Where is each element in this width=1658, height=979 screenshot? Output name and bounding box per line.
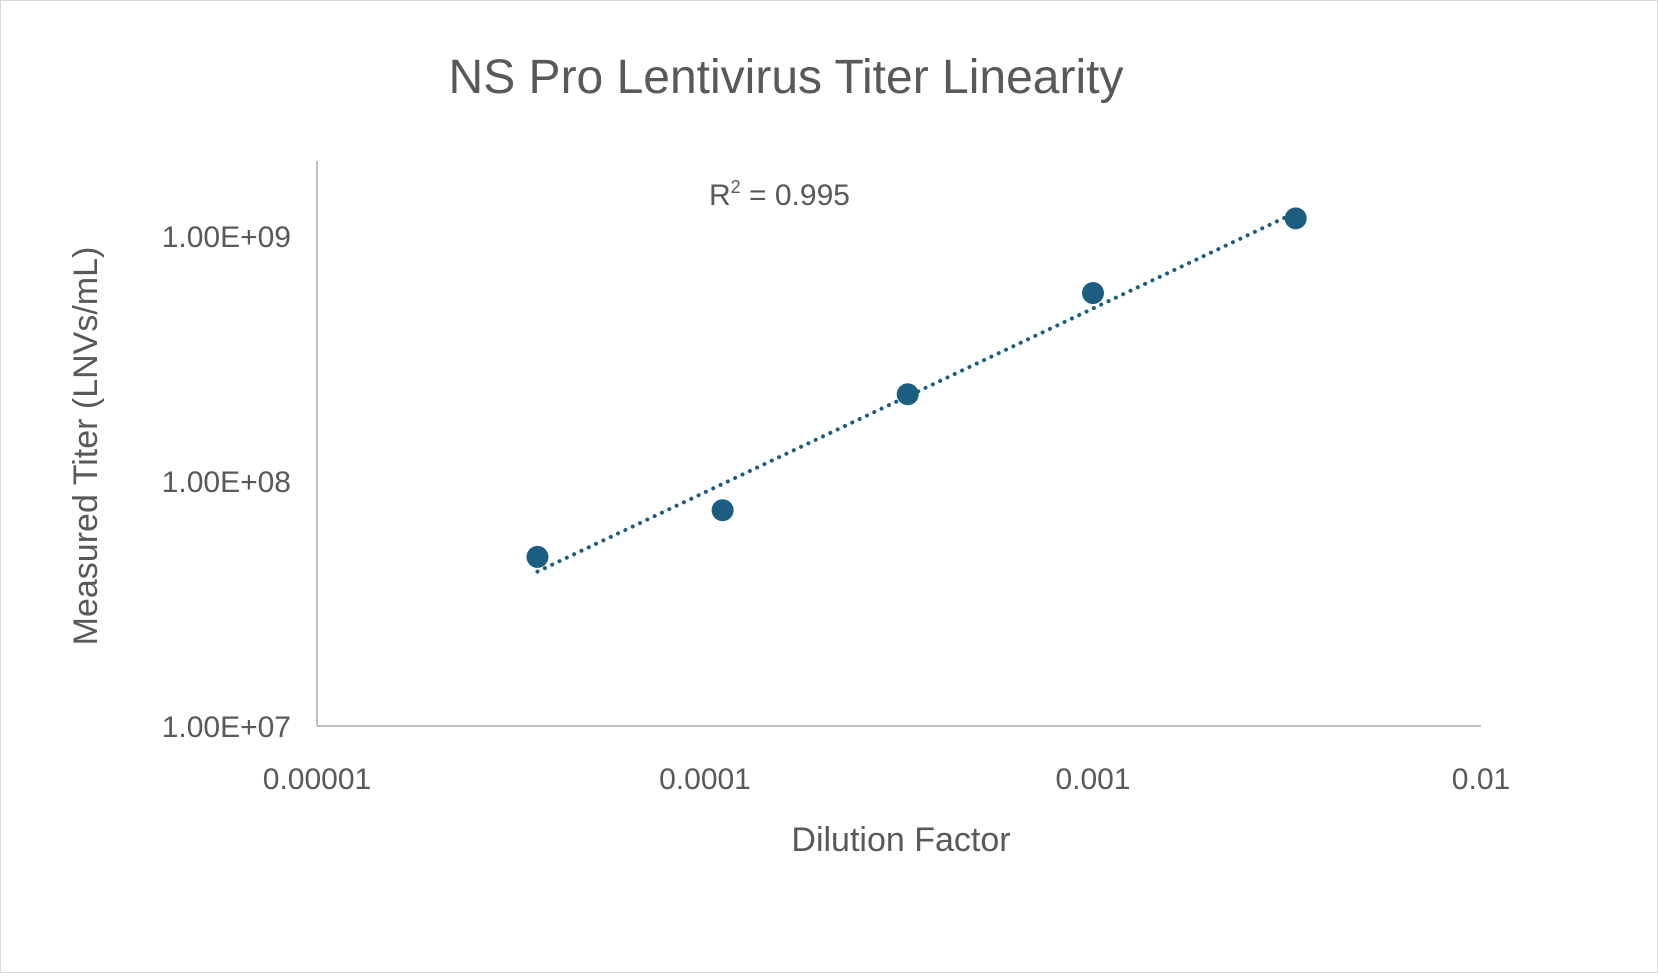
r2-label: R (709, 179, 731, 212)
data-point (1284, 207, 1307, 230)
data-point (1082, 282, 1104, 305)
data-point (896, 383, 919, 406)
r2-sup: 2 (731, 177, 741, 197)
x-tick-label: 0.00001 (263, 763, 371, 796)
y-tick-label: 1.00E+09 (162, 221, 291, 254)
x-axis-title: Dilution Factor (791, 821, 1010, 859)
y-tick-label: 1.00E+08 (162, 466, 291, 499)
r2-value: = 0.995 (741, 179, 850, 212)
chart-title: NS Pro Lentivirus Titer Linearity (449, 51, 1124, 104)
data-point (711, 499, 734, 522)
x-tick-label: 0.001 (1055, 763, 1130, 796)
y-tick-label: 1.00E+07 (162, 711, 291, 744)
r-squared-annotation: R2 = 0.995 (709, 177, 850, 212)
data-point (526, 545, 549, 568)
x-tick-label: 0.01 (1452, 763, 1510, 796)
x-tick-label: 0.0001 (659, 763, 751, 796)
y-axis-title: Measured Titer (LNVs/mL) (67, 247, 105, 646)
